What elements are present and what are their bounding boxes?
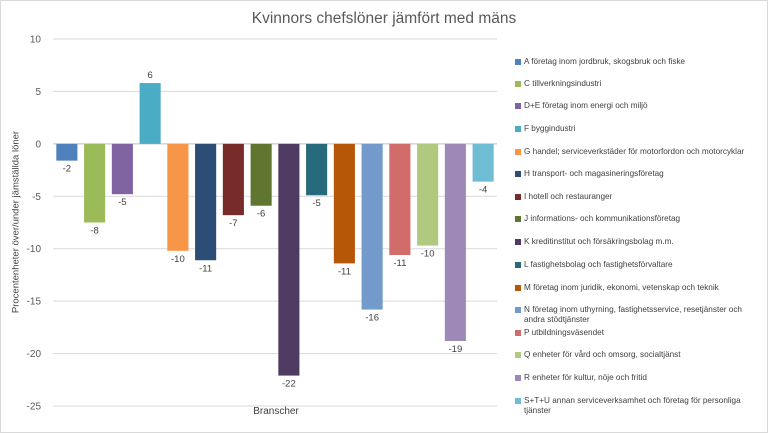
legend-swatch: [515, 59, 521, 65]
data-label: -8: [90, 226, 98, 237]
data-label: -11: [393, 258, 406, 269]
bar: [139, 83, 161, 144]
bar: [195, 143, 217, 261]
legend-swatch: [515, 149, 521, 155]
bar: [167, 143, 189, 251]
data-label: -22: [282, 379, 296, 390]
data-label: -11: [199, 263, 212, 274]
bar: [417, 143, 439, 246]
legend-label: C tillverkningsindustri: [524, 79, 602, 88]
legend-swatch: [515, 81, 521, 87]
bar: [333, 143, 355, 264]
data-label: -10: [171, 254, 185, 265]
bar: [250, 143, 272, 206]
y-tick-label: -5: [32, 192, 41, 203]
bar: [84, 143, 106, 223]
data-label: -10: [421, 249, 435, 260]
data-label: -5: [312, 198, 320, 209]
bar: [361, 143, 383, 310]
legend-swatch: [515, 375, 521, 381]
y-tick-label: -25: [27, 402, 42, 413]
legend-swatch: [515, 103, 521, 109]
legend-label: N företag inom uthyrning, fastighetsserv…: [524, 305, 742, 324]
bar: [111, 143, 133, 195]
legend-label: Q enheter för vård och omsorg, socialtjä…: [524, 350, 681, 359]
bar: [278, 143, 300, 376]
bar: [472, 143, 494, 182]
legend-label: P utbildningsväsendet: [524, 328, 604, 337]
legend-label: L fastighetsbolag och fastighetsförvalta…: [524, 260, 673, 269]
bar: [222, 143, 244, 216]
bar: [444, 143, 466, 341]
legend-swatch: [515, 239, 521, 245]
legend-label: G handel; serviceverkstäder för motorfor…: [524, 147, 745, 156]
data-label: -6: [257, 209, 265, 220]
y-tick-label: -20: [27, 349, 42, 360]
legend-label: S+T+U annan serviceverksamhet och företa…: [524, 396, 741, 415]
legend-swatch: [515, 285, 521, 291]
legend-label: D+E företag inom energi och miljö: [524, 101, 648, 110]
legend-swatch: [515, 194, 521, 200]
legend-swatch: [515, 352, 521, 358]
legend-label: H transport- och magasineringsföretag: [524, 169, 664, 178]
legend-swatch: [515, 171, 521, 177]
bar: [389, 143, 411, 256]
legend-label: M företag inom juridik, ekonomi, vetensk…: [524, 283, 719, 292]
legend-swatch: [515, 330, 521, 336]
legend-label: I hotell och restauranger: [524, 192, 613, 201]
bar: [306, 143, 328, 196]
data-label: -2: [63, 164, 71, 175]
legend-swatch: [515, 307, 521, 313]
x-axis-title: Branscher: [253, 406, 299, 417]
data-label: -19: [449, 344, 463, 355]
data-label: -5: [118, 197, 126, 208]
data-label: 6: [147, 70, 152, 81]
legend-label: J informations- och kommunikationsföreta…: [524, 214, 681, 223]
data-label: -16: [365, 313, 379, 324]
y-tick-label: -15: [27, 297, 42, 308]
y-tick-label: 10: [30, 35, 42, 46]
data-label: -11: [338, 266, 351, 277]
legend-label: R enheter för kultur, nöje och fritid: [524, 373, 647, 382]
legend-swatch: [515, 126, 521, 132]
legend-swatch: [515, 216, 521, 222]
bar: [56, 143, 78, 161]
data-label: -7: [229, 218, 237, 229]
y-axis-title: Procentenheter över/under jämställda lön…: [10, 130, 22, 314]
legend-swatch: [515, 262, 521, 268]
legend-label: K kreditinstitut och försäkringsbolag m.…: [524, 237, 674, 246]
y-tick-label: 0: [35, 139, 41, 150]
legend-label: F byggindustri: [524, 124, 576, 133]
legend-swatch: [515, 398, 521, 404]
chart-title: Kvinnors chefslöner jämfört med mäns: [251, 10, 517, 27]
data-label: -4: [479, 185, 487, 196]
y-tick-label: 5: [35, 87, 41, 98]
legend-label: A företag inom jordbruk, skogsbruk och f…: [524, 57, 686, 66]
y-tick-label: -10: [27, 244, 42, 255]
